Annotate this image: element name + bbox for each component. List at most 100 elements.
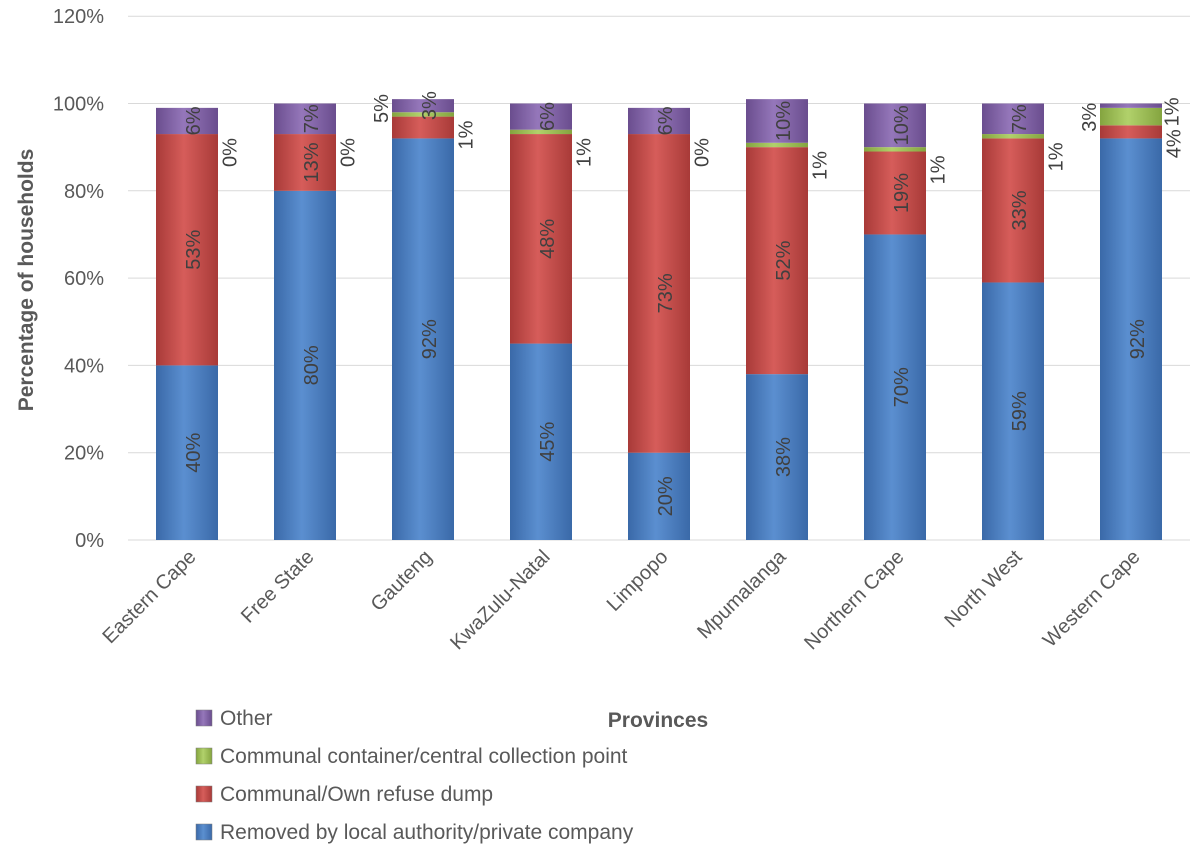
bar-segment [982, 282, 1044, 540]
data-label: 0% [691, 138, 713, 167]
data-label: 70% [891, 367, 913, 407]
y-tick-label: 40% [64, 355, 104, 377]
data-label: 20% [655, 476, 677, 516]
data-label: 3% [1079, 103, 1101, 132]
bar-segment [156, 107, 218, 135]
bar-segment [864, 103, 926, 148]
data-label: 92% [1127, 319, 1149, 359]
bar-segment [746, 99, 808, 143]
bar-segment [982, 103, 1044, 135]
data-label: 5% [371, 94, 393, 123]
bar-segment [156, 365, 218, 540]
data-label: 10% [891, 105, 913, 145]
y-tick-label: 60% [64, 268, 104, 290]
bar-segment [864, 151, 926, 235]
data-label: 80% [301, 345, 323, 385]
data-label: 7% [1009, 104, 1031, 133]
bar-segment [982, 138, 1044, 283]
bar-segment [510, 129, 572, 135]
bar-segment [746, 142, 808, 148]
bar-segment [274, 134, 336, 191]
data-label: 0% [337, 138, 359, 167]
legend-entry: Communal/Own refuse dump [220, 783, 493, 806]
bar-segment [510, 343, 572, 540]
x-tick-label: Eastern Cape [99, 546, 201, 648]
x-tick-label: Free State [237, 546, 319, 628]
bar-segment [628, 107, 690, 135]
data-label: 1% [1045, 142, 1067, 171]
x-tick-label: Limpopo [603, 546, 673, 616]
x-tick-label: Gauteng [367, 546, 437, 616]
bar-segment [392, 138, 454, 541]
data-label: 13% [301, 142, 323, 182]
y-tick-label: 120% [53, 6, 104, 28]
legend-swatch [195, 823, 213, 841]
data-label: 38% [773, 437, 795, 477]
data-label: 1% [455, 120, 477, 149]
data-labels: 40% 53% 0% 6% 80% 13% 0% 7% 92% 5% 1% 3% 45% 48% 1% 6% 2… [183, 91, 1185, 516]
data-label: 59% [1009, 391, 1031, 431]
data-label: 7% [301, 104, 323, 133]
bar-segment [274, 190, 336, 541]
data-label: 1% [809, 151, 831, 180]
bar-segment [392, 112, 454, 117]
bar-segment [274, 103, 336, 135]
bar-segment [982, 134, 1044, 139]
x-axis-ticks: Eastern Cape Free State Gauteng KwaZulu-Nat… [99, 545, 1145, 654]
y-tick-label: 0% [75, 530, 104, 552]
bar-segment [1100, 107, 1162, 126]
legend-entry: Communal container/central collection po… [220, 745, 628, 768]
bar-segment [746, 374, 808, 540]
bar-segment [392, 116, 454, 139]
bar-segment [628, 452, 690, 540]
data-label: 92% [419, 319, 441, 359]
y-tick-label: 100% [53, 94, 104, 116]
bar-segment [746, 147, 808, 375]
legend-swatch [195, 747, 213, 765]
legend-entry: Removed by local authority/private compa… [220, 821, 634, 844]
x-tick-label: Western Cape [1039, 546, 1145, 652]
data-label: 1% [573, 138, 595, 167]
x-tick-label: Mpumalanga [693, 545, 791, 643]
bar-segment [628, 134, 690, 453]
data-label: 40% [183, 432, 205, 472]
x-tick-label: Northern Cape [800, 546, 908, 654]
data-label: 45% [537, 422, 559, 462]
data-label: 10% [773, 101, 795, 141]
x-tick-label: North West [941, 546, 1027, 632]
data-label: 6% [655, 106, 677, 135]
x-axis-title: Provinces [608, 709, 708, 732]
bars [156, 99, 1162, 541]
legend-swatch [195, 709, 213, 727]
bar-segment [864, 234, 926, 540]
data-label: 4% [1163, 129, 1185, 158]
data-label: 1% [1161, 97, 1183, 126]
bar-segment [864, 147, 926, 152]
data-label: 1% [927, 155, 949, 184]
data-label: 6% [183, 106, 205, 135]
y-tick-label: 80% [64, 181, 104, 203]
bar-segment [392, 99, 454, 113]
data-label: 33% [1009, 190, 1031, 230]
data-label: 73% [655, 273, 677, 313]
bar-segment [156, 134, 218, 366]
legend: Other Communal container/central collecti… [195, 707, 634, 844]
legend-swatch [195, 785, 213, 803]
x-tick-label: KwaZulu-Natal [446, 546, 554, 654]
data-label: 6% [537, 102, 559, 131]
bar-segment [1100, 103, 1162, 108]
y-axis-ticks: 0% 20% 40% 60% 80% 100% 120% [53, 6, 104, 552]
data-label: 3% [419, 91, 441, 120]
data-label: 53% [183, 229, 205, 269]
data-label: 48% [537, 219, 559, 259]
bar-segment [510, 103, 572, 130]
data-label: 0% [219, 138, 241, 167]
y-axis-title: Percentage of households [15, 149, 38, 412]
legend-entry: Other [220, 707, 273, 730]
data-label: 52% [773, 240, 795, 280]
data-label: 19% [891, 173, 913, 213]
bar-segment [510, 134, 572, 344]
y-tick-label: 20% [64, 443, 104, 465]
bar-segment [1100, 125, 1162, 139]
